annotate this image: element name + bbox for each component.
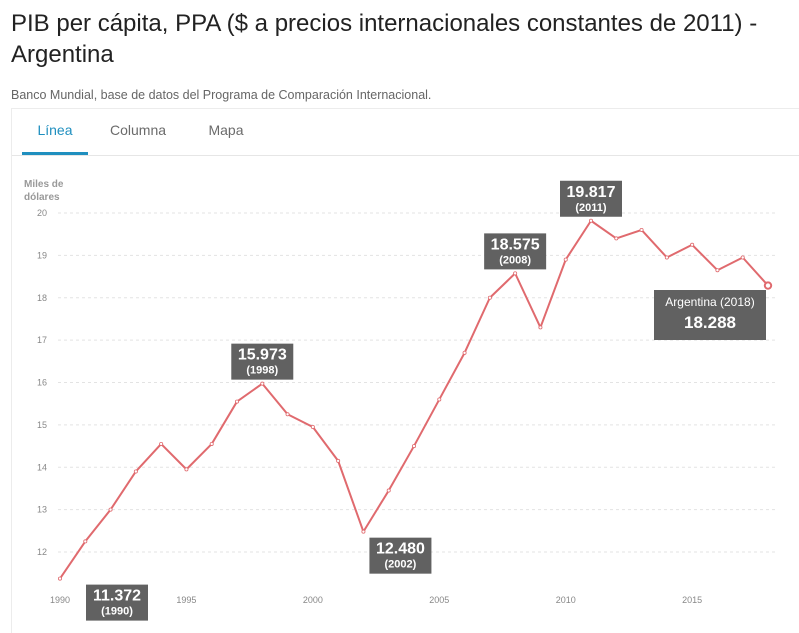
data-point[interactable] [437, 397, 442, 402]
y-axis-title-line2: dólares [24, 192, 60, 203]
series-points [58, 218, 773, 581]
data-point[interactable] [513, 271, 518, 276]
data-point[interactable] [664, 255, 669, 260]
data-point[interactable] [209, 441, 214, 446]
data-point[interactable] [487, 295, 492, 300]
y-tick-label: 16 [37, 378, 47, 388]
last-point-label: Argentina (2018) [665, 295, 754, 309]
x-tick-label: 1990 [50, 595, 70, 605]
data-point[interactable] [285, 412, 290, 417]
annotation-box [231, 343, 294, 380]
grid-lines [58, 212, 775, 553]
annotation-box [86, 584, 148, 621]
tab-columna[interactable]: Columna [109, 122, 167, 138]
annotation-year: (2011) [575, 202, 607, 214]
data-point[interactable] [563, 257, 568, 262]
tab-mapa[interactable]: Mapa [208, 122, 244, 138]
series-line-path [59, 219, 769, 580]
x-tick-label: 2010 [556, 595, 576, 605]
data-point[interactable] [108, 507, 113, 512]
x-tick-label: 2000 [303, 595, 323, 605]
annotation-year: (1998) [246, 365, 278, 377]
y-tick-label: 20 [37, 208, 47, 218]
data-point[interactable] [133, 469, 138, 474]
tab-bar: Línea Columna Mapa [12, 109, 799, 156]
y-axis-title-line1: Miles de [24, 179, 64, 190]
annotation-value: 18.575 [491, 236, 540, 253]
annotation-value: 15.973 [238, 347, 287, 364]
annotation-box [560, 180, 622, 217]
data-point[interactable] [260, 381, 265, 386]
x-tick-labels: 1990 1995 2000 2005 2010 2015 [50, 595, 702, 605]
annotation-box [484, 233, 547, 270]
y-tick-label: 19 [37, 250, 47, 260]
data-point[interactable] [462, 350, 467, 355]
y-tick-label: 17 [37, 335, 47, 345]
data-point[interactable] [234, 399, 239, 404]
page-title: PIB per cápita, PPA ($ a precios interna… [11, 10, 758, 68]
data-point[interactable] [740, 255, 745, 260]
annotation-value: 19.817 [567, 184, 616, 201]
y-tick-label: 12 [37, 547, 47, 557]
x-tick-label: 1995 [176, 595, 196, 605]
data-point[interactable] [763, 281, 773, 290]
y-tick-labels: 12 13 14 15 16 17 18 19 20 [37, 208, 47, 557]
series-line [59, 219, 769, 580]
annotations: 11.372(1990) 15.973(1998) 12.480(2002) 18.5… [86, 180, 766, 621]
data-point[interactable] [336, 458, 341, 463]
data-point[interactable] [538, 325, 543, 330]
annotation-year: (2002) [385, 559, 417, 571]
y-tick-label: 14 [37, 462, 47, 472]
data-point[interactable] [310, 424, 315, 429]
data-point[interactable] [614, 236, 619, 241]
data-point[interactable] [386, 488, 391, 493]
data-point[interactable] [58, 576, 63, 581]
annotation-year: (1990) [101, 606, 133, 618]
annotation-year: (2008) [499, 254, 531, 266]
data-source: Banco Mundial, base de datos del Program… [11, 88, 432, 102]
x-tick-label: 2005 [429, 595, 449, 605]
annotation-box [369, 537, 432, 574]
y-tick-label: 15 [37, 420, 47, 430]
x-tick-label: 2015 [682, 595, 702, 605]
data-point[interactable] [83, 539, 88, 544]
y-tick-label: 18 [37, 293, 47, 303]
y-tick-label: 13 [37, 505, 47, 515]
data-point[interactable] [361, 529, 366, 534]
annotation-value: 12.480 [376, 541, 425, 558]
data-point[interactable] [715, 268, 720, 273]
data-point[interactable] [690, 242, 695, 247]
data-point[interactable] [639, 227, 644, 232]
last-point-callout [654, 290, 766, 340]
last-point-value: 18.288 [684, 313, 736, 332]
data-point[interactable] [589, 218, 594, 223]
data-point[interactable] [184, 467, 189, 472]
annotation-value: 11.372 [93, 588, 141, 605]
tab-linea[interactable]: Línea [22, 109, 88, 155]
data-point[interactable] [159, 441, 164, 446]
data-point[interactable] [411, 444, 416, 449]
